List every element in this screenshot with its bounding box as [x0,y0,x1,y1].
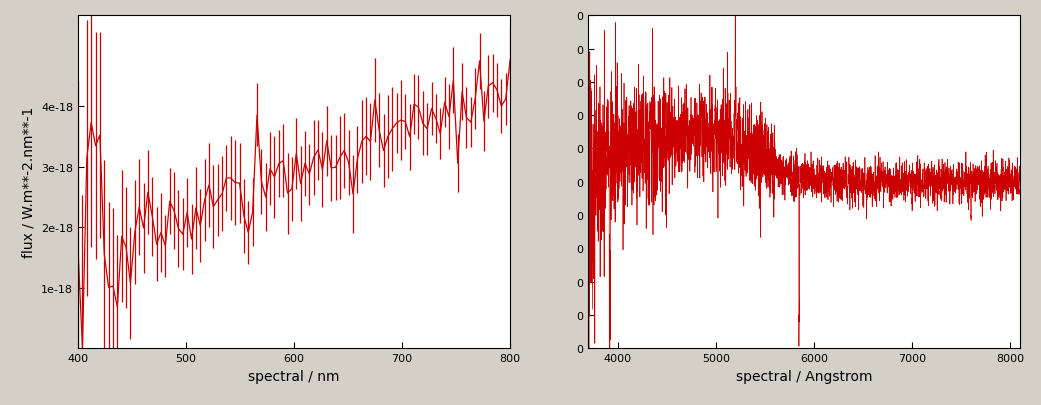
Y-axis label: flux / W.m**-2.nm**-1: flux / W.m**-2.nm**-1 [22,107,35,258]
X-axis label: spectral / nm: spectral / nm [249,369,339,383]
X-axis label: spectral / Angstrom: spectral / Angstrom [736,369,872,383]
